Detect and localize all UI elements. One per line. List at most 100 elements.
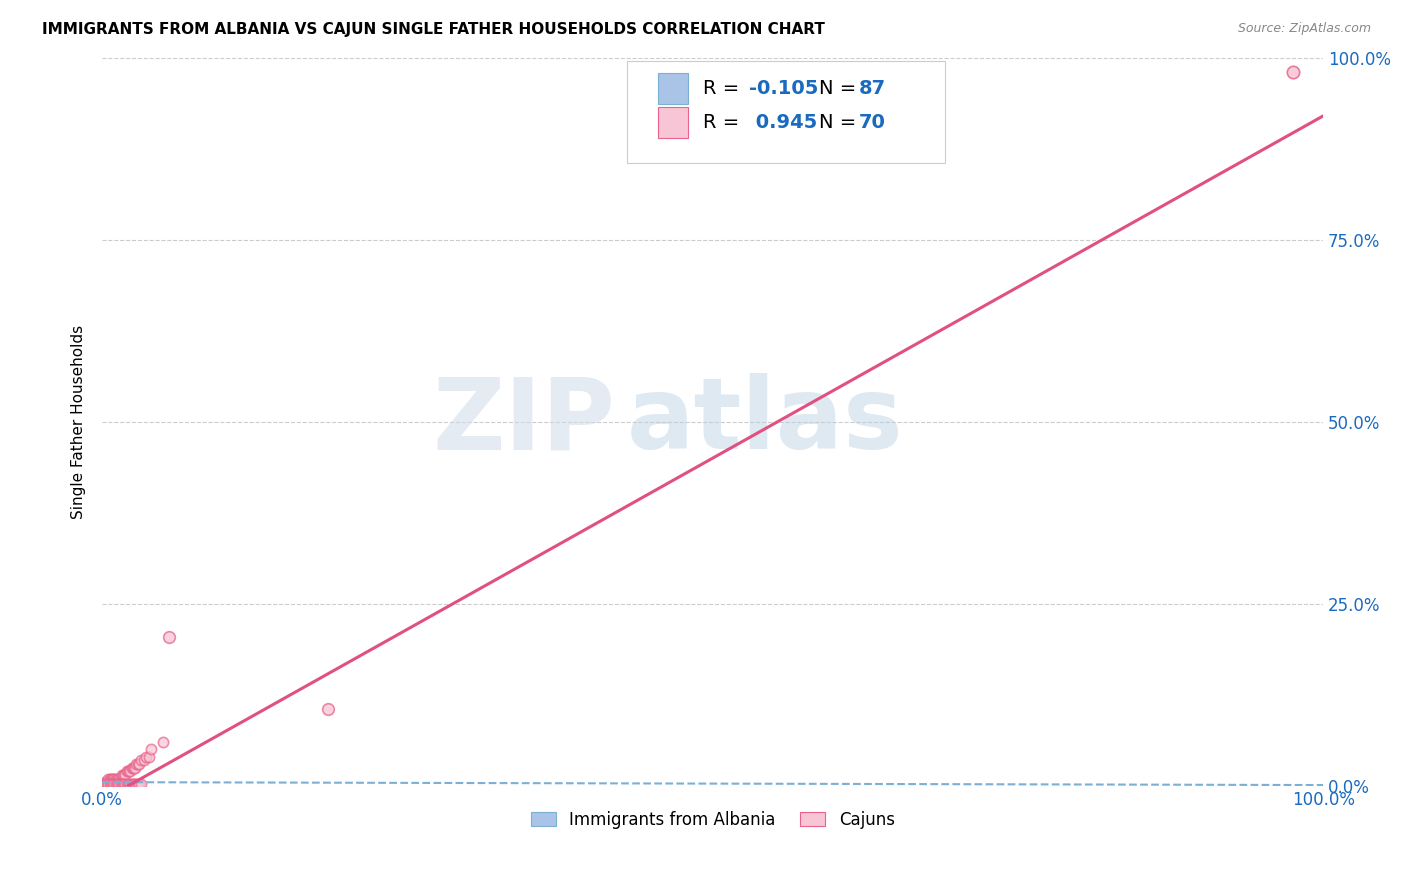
- Point: [93, 776, 115, 790]
- Point: [97, 774, 120, 789]
- Point: [112, 777, 135, 791]
- Point: [94, 775, 117, 789]
- Point: [96, 778, 118, 792]
- Point: [98, 776, 121, 790]
- Point: [98, 776, 121, 790]
- Point: [121, 761, 143, 775]
- Point: [97, 778, 120, 792]
- Point: [103, 777, 125, 791]
- Point: [111, 777, 134, 791]
- Point: [111, 768, 134, 782]
- Point: [97, 776, 120, 790]
- Point: [104, 777, 127, 791]
- Point: [94, 775, 117, 789]
- Point: [121, 777, 143, 791]
- Point: [100, 778, 122, 792]
- Point: [139, 742, 162, 756]
- Point: [98, 777, 121, 791]
- Point: [100, 772, 122, 786]
- Point: [105, 776, 128, 790]
- Point: [97, 774, 120, 789]
- Point: [100, 774, 122, 789]
- Point: [94, 778, 117, 792]
- Point: [96, 775, 118, 789]
- Point: [98, 777, 121, 791]
- Point: [138, 749, 160, 764]
- Point: [100, 776, 122, 790]
- Point: [93, 775, 115, 789]
- Point: [100, 775, 122, 789]
- Point: [127, 756, 149, 771]
- Point: [103, 777, 125, 791]
- Text: atlas: atlas: [627, 373, 904, 470]
- Point: [101, 775, 124, 789]
- Point: [114, 777, 136, 791]
- Point: [101, 775, 124, 789]
- Legend: Immigrants from Albania, Cajuns: Immigrants from Albania, Cajuns: [524, 805, 901, 836]
- Point: [129, 753, 152, 767]
- Point: [97, 777, 120, 791]
- Point: [103, 772, 125, 786]
- FancyBboxPatch shape: [627, 62, 945, 163]
- Point: [101, 776, 124, 790]
- Point: [105, 777, 128, 791]
- Point: [98, 776, 121, 790]
- Point: [100, 777, 122, 791]
- Point: [128, 777, 150, 791]
- Point: [96, 775, 118, 789]
- Point: [96, 774, 118, 789]
- Point: [120, 777, 142, 791]
- Point: [98, 775, 121, 789]
- Text: R =: R =: [703, 78, 745, 98]
- Point: [101, 776, 124, 790]
- Point: [114, 768, 136, 782]
- Point: [104, 777, 127, 791]
- Point: [94, 774, 117, 789]
- Point: [111, 768, 134, 782]
- Point: [96, 772, 118, 787]
- Point: [107, 777, 129, 791]
- Point: [96, 777, 118, 791]
- Point: [97, 776, 120, 790]
- Point: [97, 775, 120, 789]
- Point: [98, 777, 121, 791]
- Point: [105, 777, 128, 791]
- Point: [94, 775, 117, 789]
- Text: ZIP: ZIP: [432, 373, 614, 470]
- Point: [96, 776, 118, 790]
- Point: [121, 761, 143, 775]
- Point: [96, 776, 118, 790]
- Point: [1281, 65, 1303, 79]
- Point: [96, 774, 118, 789]
- Text: IMMIGRANTS FROM ALBANIA VS CAJUN SINGLE FATHER HOUSEHOLDS CORRELATION CHART: IMMIGRANTS FROM ALBANIA VS CAJUN SINGLE …: [42, 22, 825, 37]
- Point: [94, 776, 117, 790]
- Point: [103, 778, 125, 792]
- Point: [103, 777, 125, 791]
- Point: [103, 775, 125, 789]
- Point: [108, 777, 131, 791]
- Point: [118, 777, 141, 791]
- Point: [96, 777, 118, 791]
- FancyBboxPatch shape: [658, 73, 689, 103]
- Point: [101, 778, 124, 792]
- Point: [103, 775, 125, 789]
- Point: [96, 775, 118, 789]
- Point: [103, 775, 125, 789]
- Point: [103, 776, 125, 790]
- Point: [100, 775, 122, 789]
- Point: [97, 776, 120, 790]
- Point: [97, 775, 120, 789]
- Point: [97, 775, 120, 789]
- Point: [101, 772, 124, 786]
- Point: [129, 777, 152, 791]
- Point: [125, 777, 148, 791]
- Point: [103, 778, 125, 792]
- Point: [117, 777, 139, 791]
- Point: [96, 773, 118, 788]
- Point: [100, 776, 122, 790]
- Point: [94, 776, 117, 790]
- Point: [94, 777, 117, 791]
- Point: [101, 777, 124, 791]
- Text: 0.945: 0.945: [749, 113, 817, 132]
- Point: [98, 774, 121, 789]
